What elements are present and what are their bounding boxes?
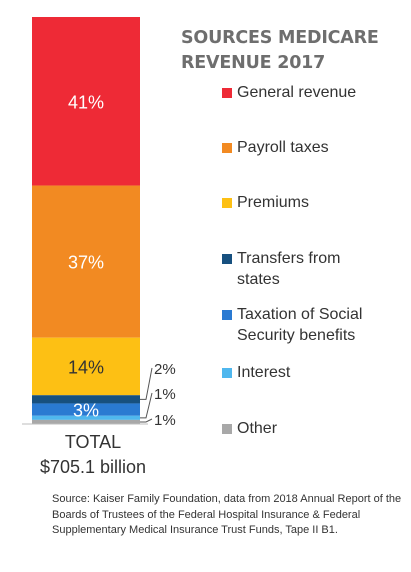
leader-line-other — [140, 418, 153, 423]
total-value: $705.1 billion — [39, 457, 147, 477]
leader-line-interest — [140, 392, 153, 419]
bar-segment-interest — [32, 415, 140, 420]
bar-segment-premiums — [32, 337, 140, 396]
chart-title-line-1: SOURCES MEDICARE — [181, 28, 379, 48]
data-label-premiums: 14% — [68, 357, 104, 377]
bar-segment-payroll-taxes — [32, 185, 140, 338]
bar-segment-general-revenue — [32, 17, 140, 186]
data-label-interest: 1% — [154, 386, 176, 403]
total-block: TOTAL $705.1 billion — [18, 430, 168, 480]
leader-line-transfers-from-states — [140, 367, 153, 400]
data-label-transfers-from-states: 2% — [154, 361, 176, 378]
chart-title-line-2: REVENUE 2017 — [181, 53, 326, 73]
data-label-payroll-taxes: 37% — [68, 253, 104, 273]
bar-segment-transfers-from-states — [32, 395, 140, 404]
data-label-taxation-of-social-security-benefits: 3% — [73, 401, 99, 421]
total-label: TOTAL — [64, 432, 122, 452]
data-label-general-revenue: 41% — [68, 92, 104, 112]
data-label-other: 1% — [154, 412, 176, 429]
chart-title: SOURCES MEDICARE REVENUE 2017 — [181, 26, 406, 76]
source-note: Source: Kaiser Family Foundation, data f… — [52, 493, 402, 536]
bar-segment-other — [32, 419, 140, 424]
bar-segment-taxation-of-social-security-benefits — [32, 403, 140, 416]
